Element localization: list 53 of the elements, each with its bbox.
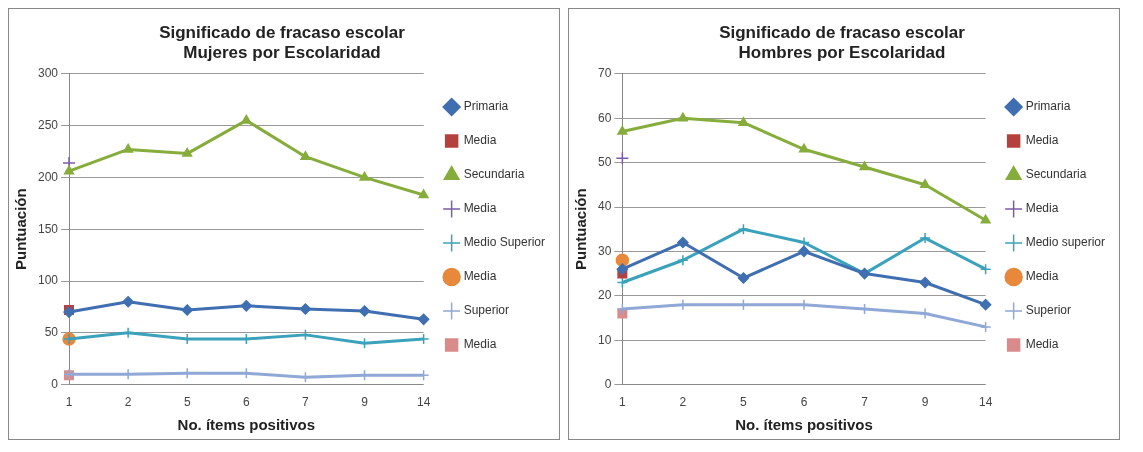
x-tick-label: 5: [740, 395, 748, 410]
y-tick-label: 40: [597, 199, 612, 214]
y-axis-title: Puntuación: [572, 188, 590, 271]
legend-label: Medio superior: [1025, 235, 1105, 250]
legend-label: Media: [463, 201, 497, 216]
legend-label: Primaria: [1025, 99, 1071, 114]
y-tick-label: 150: [37, 221, 59, 236]
legend-label: Superior: [463, 303, 509, 318]
y-tick-label: 300: [37, 66, 59, 81]
y-tick-label: 200: [37, 169, 59, 184]
text: Mujeres por Escolaridad: [183, 43, 381, 63]
x-tick-label: 7: [861, 395, 869, 410]
legend-label: Media: [463, 269, 497, 284]
text: Hombres por Escolaridad: [738, 43, 946, 63]
y-tick-label: 50: [44, 325, 59, 340]
legend-label: Primaria: [463, 99, 509, 114]
x-tick-label: 14: [416, 395, 431, 410]
legend-label: Secundaria: [1025, 167, 1087, 182]
y-tick-label: 60: [597, 110, 612, 125]
y-tick-label: 10: [597, 332, 612, 347]
legend-label: Secundaria: [463, 167, 525, 182]
y-tick-label: 100: [37, 273, 59, 288]
legend-label: Media: [1025, 337, 1059, 352]
y-tick-label: 30: [597, 243, 612, 258]
y-tick-label: 50: [597, 154, 612, 169]
y-axis-title: Puntuación: [12, 188, 30, 271]
text: Significado de fracaso escolar: [719, 22, 965, 42]
x-tick-label: 9: [361, 395, 369, 410]
y-tick-label: 20: [597, 288, 612, 303]
x-tick-label: 1: [619, 395, 626, 410]
legend-label: Media: [1025, 133, 1059, 148]
legend-label: Media: [463, 337, 497, 352]
x-tick-label: 5: [183, 395, 191, 410]
y-tick-label: 0: [51, 376, 59, 391]
x-tick-label: 14: [978, 395, 993, 410]
y-tick-label: 70: [597, 66, 612, 81]
y-tick-label: 250: [37, 117, 59, 132]
y-tick-label: 0: [604, 376, 612, 391]
x-tick-label: 2: [124, 395, 132, 410]
legend-label: Medio Superior: [463, 235, 545, 250]
x-axis-title: No. ítems positivos: [177, 416, 316, 434]
x-tick-label: 6: [800, 395, 808, 410]
x-tick-label: 6: [242, 395, 250, 410]
x-tick-label: 7: [302, 395, 310, 410]
x-tick-label: 2: [679, 395, 687, 410]
x-axis-title: No. ítems positivos: [735, 416, 873, 434]
x-tick-label: 1: [65, 395, 73, 410]
legend-label: Media: [1025, 201, 1059, 216]
text: Significado de fracaso escolar: [159, 22, 405, 42]
legend-label: Media: [1025, 269, 1059, 284]
legend-label: Superior: [1025, 303, 1071, 318]
legend-label: Media: [463, 133, 497, 148]
x-tick-label: 9: [921, 395, 929, 410]
